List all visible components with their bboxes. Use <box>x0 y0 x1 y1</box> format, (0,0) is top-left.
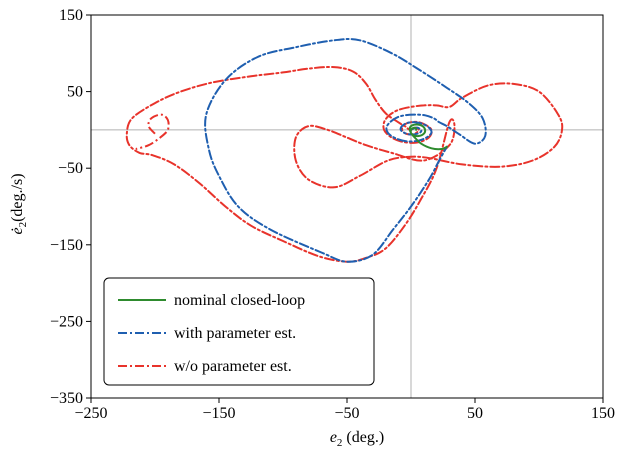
legend-label-nominal: nominal closed-loop <box>174 292 305 309</box>
tick-marks <box>86 14 604 403</box>
x-tick-label: 150 <box>591 405 615 422</box>
legend-label-with-est: with parameter est. <box>174 325 296 342</box>
y-tick-labels: −350 −250 −150 −50 50 150 <box>50 7 83 407</box>
y-tick-label: −250 <box>50 313 83 330</box>
legend-box <box>103 277 375 386</box>
series-with-parameter-est <box>204 38 487 263</box>
y-tick-label: 150 <box>59 7 83 24</box>
y-axis-label: ė2(deg./s) <box>9 173 29 234</box>
legend-label-without-est: w/o parameter est. <box>174 358 292 375</box>
legend: nominal closed-loop with parameter est. … <box>103 277 375 386</box>
y-tick-label: 50 <box>67 84 83 101</box>
x-tick-label: −50 <box>334 405 359 422</box>
series-nominal-closed-loop <box>408 123 448 151</box>
series-without-parameter-est-inner-loop <box>135 113 170 150</box>
x-tick-label: −150 <box>202 405 235 422</box>
y-tick-label: −150 <box>50 237 83 254</box>
series-layer <box>125 38 564 263</box>
x-axis-label: e2 (deg.) <box>330 429 384 449</box>
series-without-parameter-est <box>125 65 564 263</box>
x-tick-labels: −250 −150 −50 50 150 <box>74 405 615 422</box>
y-tick-label: −350 <box>50 390 83 407</box>
y-tick-label: −50 <box>58 160 83 177</box>
x-tick-label: 50 <box>467 405 483 422</box>
x-tick-label: −250 <box>74 405 107 422</box>
